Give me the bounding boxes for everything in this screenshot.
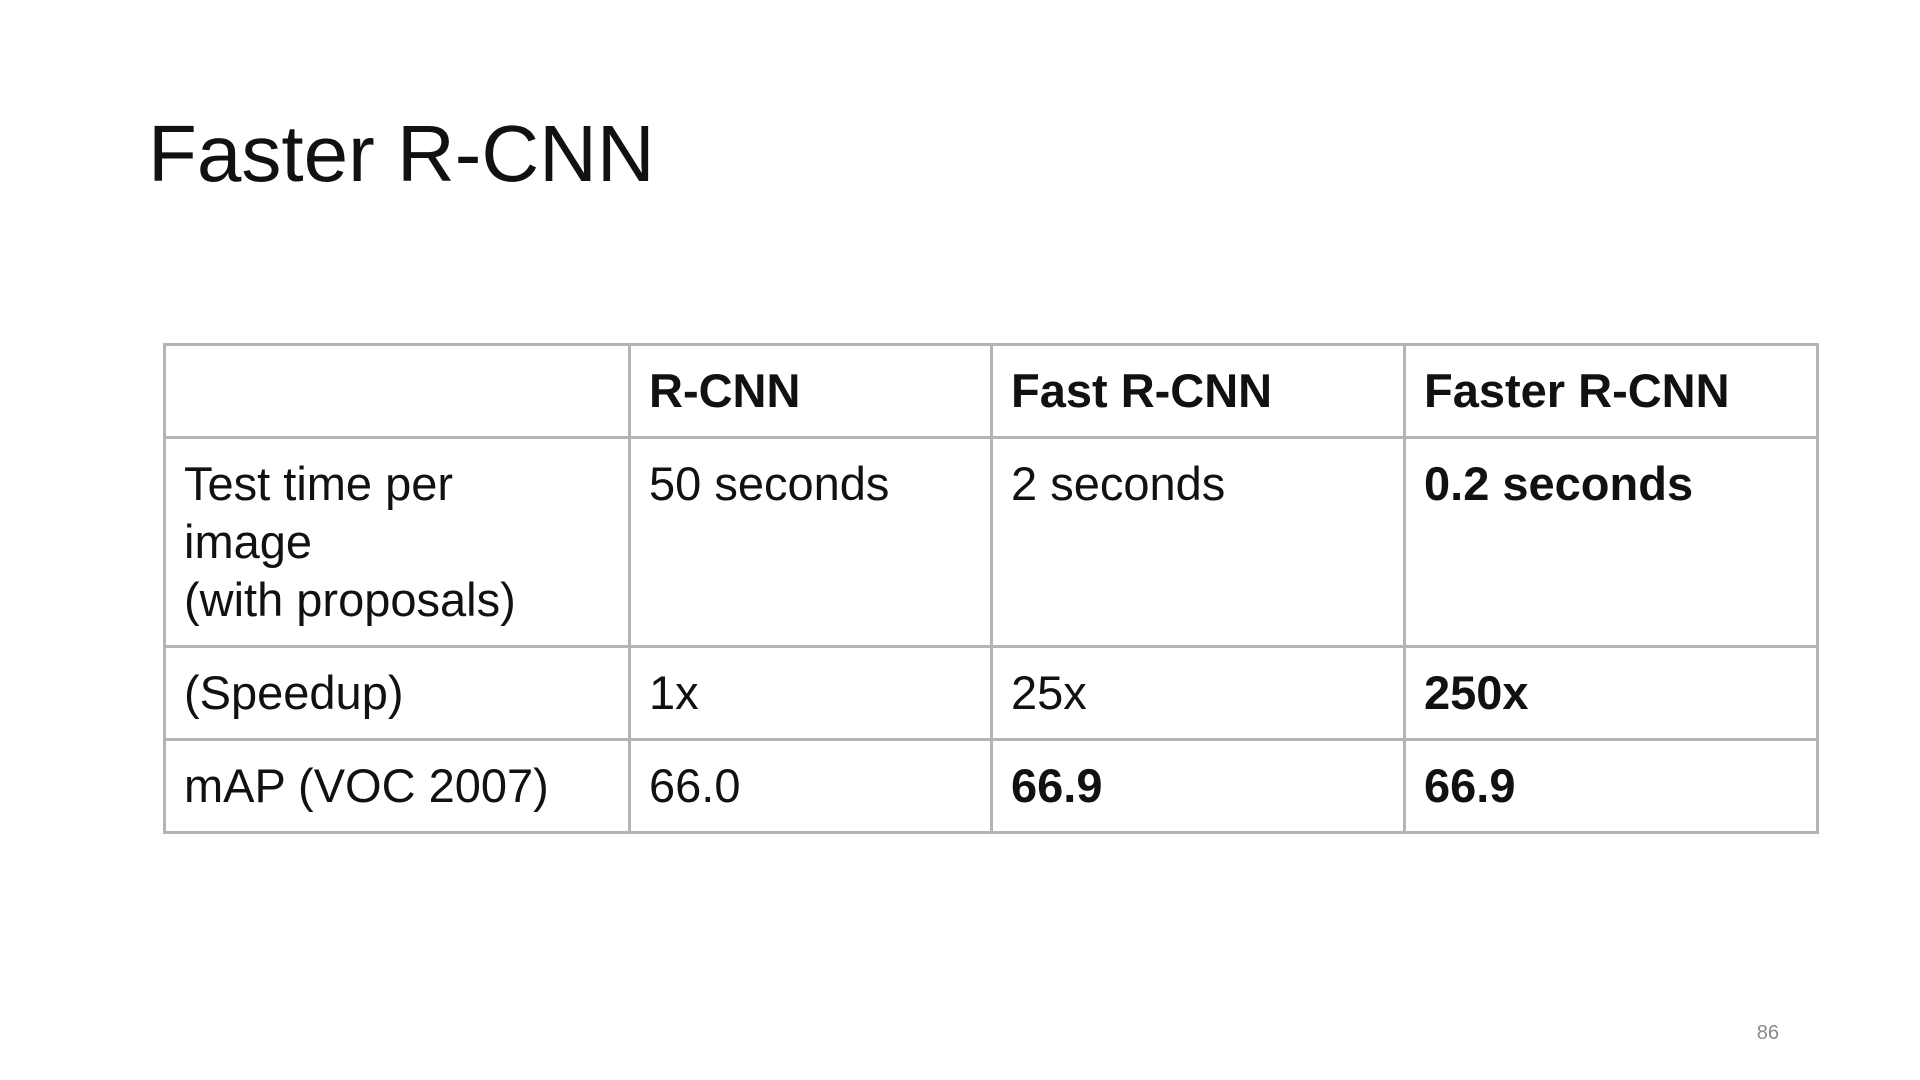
header-cell-faster-rcnn: Faster R-CNN: [1403, 343, 1819, 439]
cell-map-rcnn: 66.0: [628, 738, 993, 834]
row-label-map: mAP (VOC 2007): [163, 738, 631, 834]
row-label-speedup: (Speedup): [163, 645, 631, 741]
row-label-test-time: Test time per image (with proposals): [163, 436, 631, 648]
cell-map-fast-rcnn: 66.9: [990, 738, 1406, 834]
table-row-map: mAP (VOC 2007) 66.0 66.9 66.9: [163, 738, 1819, 834]
cell-map-faster-rcnn: 66.9: [1403, 738, 1819, 834]
table-header-row: R-CNN Fast R-CNN Faster R-CNN: [163, 343, 1819, 439]
cell-test-time-rcnn: 50 seconds: [628, 436, 993, 648]
slide-title: Faster R-CNN: [148, 109, 655, 198]
cell-test-time-fast-rcnn: 2 seconds: [990, 436, 1406, 648]
header-cell-fast-rcnn: Fast R-CNN: [990, 343, 1406, 439]
page-number: 86: [1756, 1022, 1779, 1044]
cell-test-time-faster-rcnn: 0.2 seconds: [1403, 436, 1819, 648]
header-cell-empty: [163, 343, 631, 439]
cell-speedup-faster-rcnn: 250x: [1403, 645, 1819, 741]
cell-speedup-fast-rcnn: 25x: [990, 645, 1406, 741]
comparison-table: R-CNN Fast R-CNN Faster R-CNN Test time …: [163, 343, 1819, 834]
table-row-speedup: (Speedup) 1x 25x 250x: [163, 645, 1819, 741]
table-row-test-time: Test time per image (with proposals) 50 …: [163, 436, 1819, 648]
cell-speedup-rcnn: 1x: [628, 645, 993, 741]
header-cell-rcnn: R-CNN: [628, 343, 993, 439]
